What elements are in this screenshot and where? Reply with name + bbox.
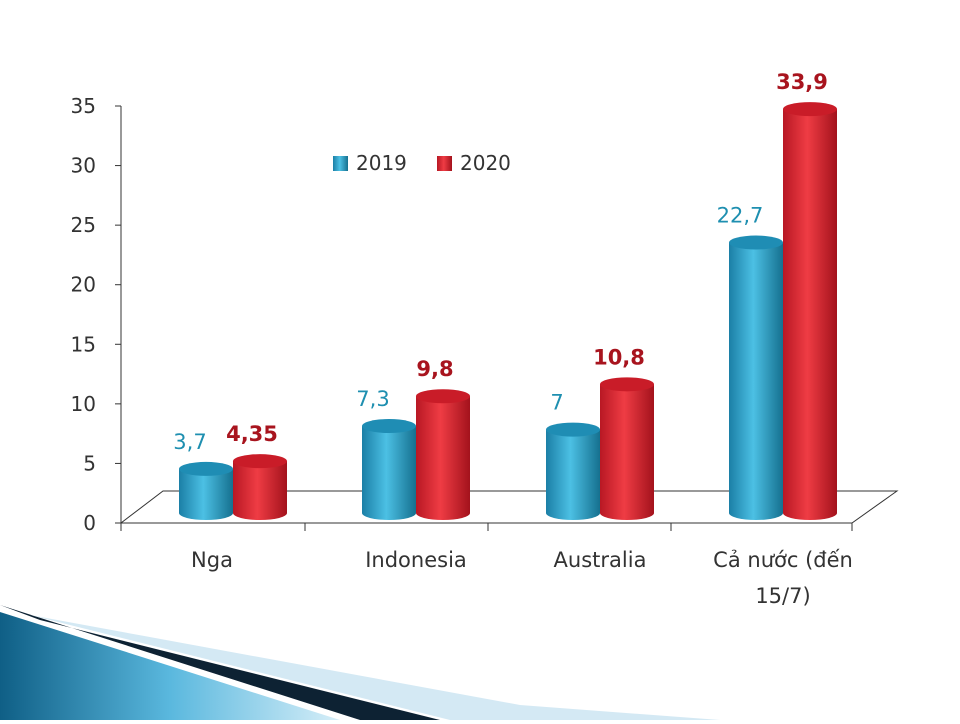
bar-2019-1 [362, 419, 416, 520]
bar-top [233, 454, 287, 469]
data-label-2020-2: 10,8 [593, 345, 645, 369]
bar-top [729, 235, 783, 250]
legend-swatch-2020 [437, 156, 452, 171]
y-tick-label: 15 [71, 332, 96, 356]
category-label: Cả nước (đến 15/7) [713, 548, 853, 608]
data-label-2020-0: 4,35 [226, 422, 278, 446]
x-tick-marks [120, 523, 853, 531]
legend-label-2020: 2020 [460, 151, 511, 175]
y-tick-labels: 0 5 10 15 20 25 30 35 [71, 94, 96, 535]
bar-body [416, 396, 470, 520]
bar-top [600, 377, 654, 392]
chart-floor [119, 490, 899, 524]
bar-2019-0 [179, 461, 233, 520]
data-label-2020-1: 9,8 [416, 357, 453, 381]
bar-2020-2 [600, 377, 654, 520]
category-label: Nga [191, 548, 233, 572]
bar-top [783, 102, 837, 117]
bar-body [179, 468, 233, 520]
y-tick-label: 30 [71, 154, 96, 178]
data-label-2020-3: 33,9 [776, 70, 828, 94]
bar-body [362, 426, 416, 520]
y-tick-label: 0 [83, 511, 96, 535]
bar-2020-3 [783, 102, 837, 520]
bar-body [546, 429, 600, 520]
y-tick-label: 10 [71, 392, 96, 416]
bar-body [729, 242, 783, 520]
bar-top [362, 419, 416, 434]
y-tick-label: 25 [71, 213, 96, 237]
data-label-2019-2: 7 [550, 391, 563, 415]
data-label-2019-3: 22,7 [717, 204, 764, 228]
y-tick-label: 5 [83, 451, 96, 475]
plot-frame [115, 105, 899, 531]
category-label: Australia [554, 548, 647, 572]
bar-top [416, 389, 470, 404]
legend-swatch-2019 [333, 156, 348, 171]
bar-top [546, 422, 600, 437]
bar-body [233, 461, 287, 520]
bar-2019-3 [729, 235, 783, 520]
data-label-2019-0: 3,7 [173, 430, 206, 454]
y-tick-label: 20 [71, 273, 96, 297]
legend: 2019 2020 [333, 151, 511, 175]
y-tick-marks [115, 105, 121, 524]
bar-2019-2 [546, 422, 600, 520]
category-labels: Nga Indonesia Australia Cả nước (đến 15/7) [191, 548, 853, 608]
bar-2020-1 [416, 389, 470, 520]
bar-2020-0 [233, 454, 287, 520]
data-label-2019-1: 7,3 [356, 387, 389, 411]
bars [179, 102, 837, 520]
bar-body [600, 384, 654, 520]
bar-body [783, 109, 837, 520]
y-tick-label: 35 [71, 94, 96, 118]
legend-label-2019: 2019 [356, 151, 407, 175]
category-label: Indonesia [365, 548, 467, 572]
data-labels: 3,7 7,3 7 22,7 4,35 9,8 10,8 33,9 [173, 70, 828, 454]
decorative-swoosh [0, 605, 720, 720]
bar-top [179, 461, 233, 476]
